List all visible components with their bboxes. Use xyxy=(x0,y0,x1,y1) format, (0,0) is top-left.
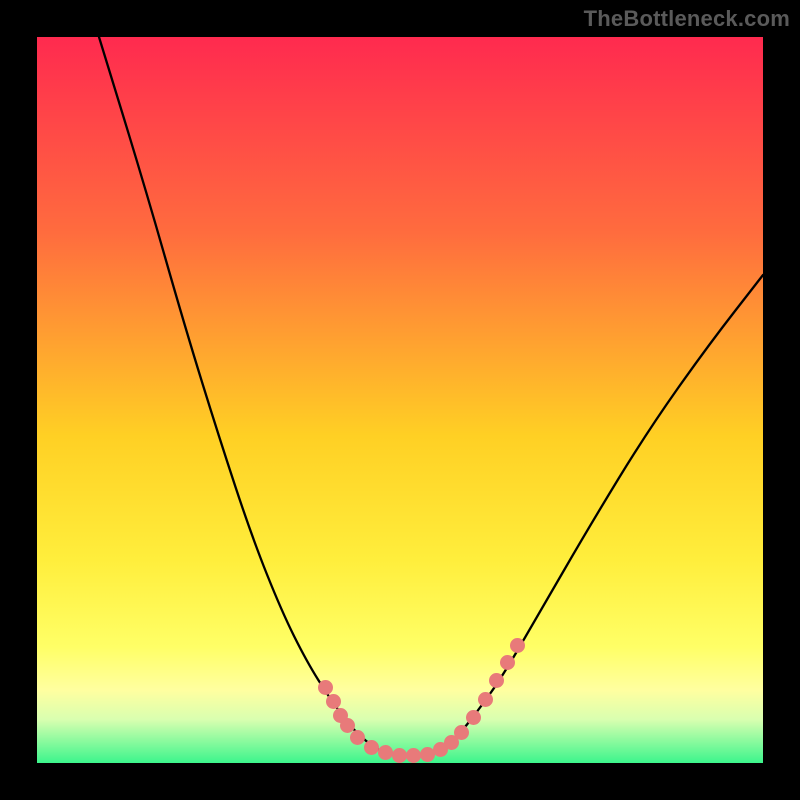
data-marker xyxy=(466,710,481,725)
data-marker xyxy=(510,638,525,653)
data-marker xyxy=(406,748,421,763)
data-marker xyxy=(364,740,379,755)
data-marker xyxy=(500,655,515,670)
data-marker xyxy=(340,718,355,733)
data-marker xyxy=(378,745,393,760)
data-marker xyxy=(454,725,469,740)
data-marker xyxy=(392,748,407,763)
data-marker xyxy=(326,694,341,709)
data-marker xyxy=(489,673,504,688)
curve-left-branch xyxy=(99,37,381,751)
chart-container: TheBottleneck.com xyxy=(0,0,800,800)
data-marker xyxy=(478,692,493,707)
data-marker xyxy=(350,730,365,745)
data-marker xyxy=(318,680,333,695)
plot-area xyxy=(37,37,763,763)
watermark-text: TheBottleneck.com xyxy=(584,6,790,32)
curve-layer xyxy=(37,37,763,763)
